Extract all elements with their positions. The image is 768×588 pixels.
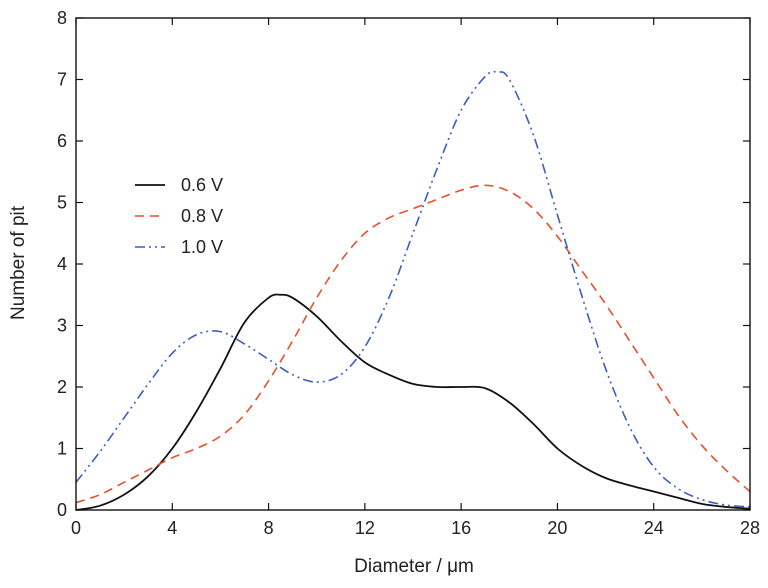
series-line-2: [75, 184, 751, 504]
x-tick-label: 20: [547, 518, 567, 538]
plot-frame: [75, 17, 751, 511]
y-tick-label: 4: [57, 254, 67, 274]
x-axis-label: Diameter / μm: [354, 556, 474, 577]
y-tick-label: 6: [57, 131, 67, 151]
y-tick-label: 2: [57, 377, 67, 397]
y-tick-label: 0: [57, 500, 67, 520]
series-line-3: [75, 70, 751, 508]
x-tick-label: 28: [740, 518, 760, 538]
y-tick-label: 5: [57, 193, 67, 213]
y-axis-label: Number of pit: [8, 205, 29, 320]
legend-label-3: 1.0 V: [181, 237, 223, 257]
legend: 0.6 V 0.8 V 1.0 V: [135, 175, 223, 257]
y-tick-label: 1: [57, 439, 67, 459]
x-tick-label: 12: [355, 518, 375, 538]
y-tick-label: 3: [57, 316, 67, 336]
x-tick-label: 16: [451, 518, 471, 538]
legend-label-2: 0.8 V: [181, 206, 223, 226]
x-tick-label: 0: [71, 518, 81, 538]
series-layer: [75, 70, 751, 511]
x-tick-label: 8: [264, 518, 274, 538]
y-tick-label: 8: [57, 8, 67, 28]
x-tick-label: 4: [167, 518, 177, 538]
legend-label-1: 0.6 V: [181, 175, 223, 195]
y-tick-label: 7: [57, 70, 67, 90]
plot-border: [75, 17, 751, 511]
series-line-1: [75, 293, 751, 511]
x-tick-label: 24: [644, 518, 664, 538]
